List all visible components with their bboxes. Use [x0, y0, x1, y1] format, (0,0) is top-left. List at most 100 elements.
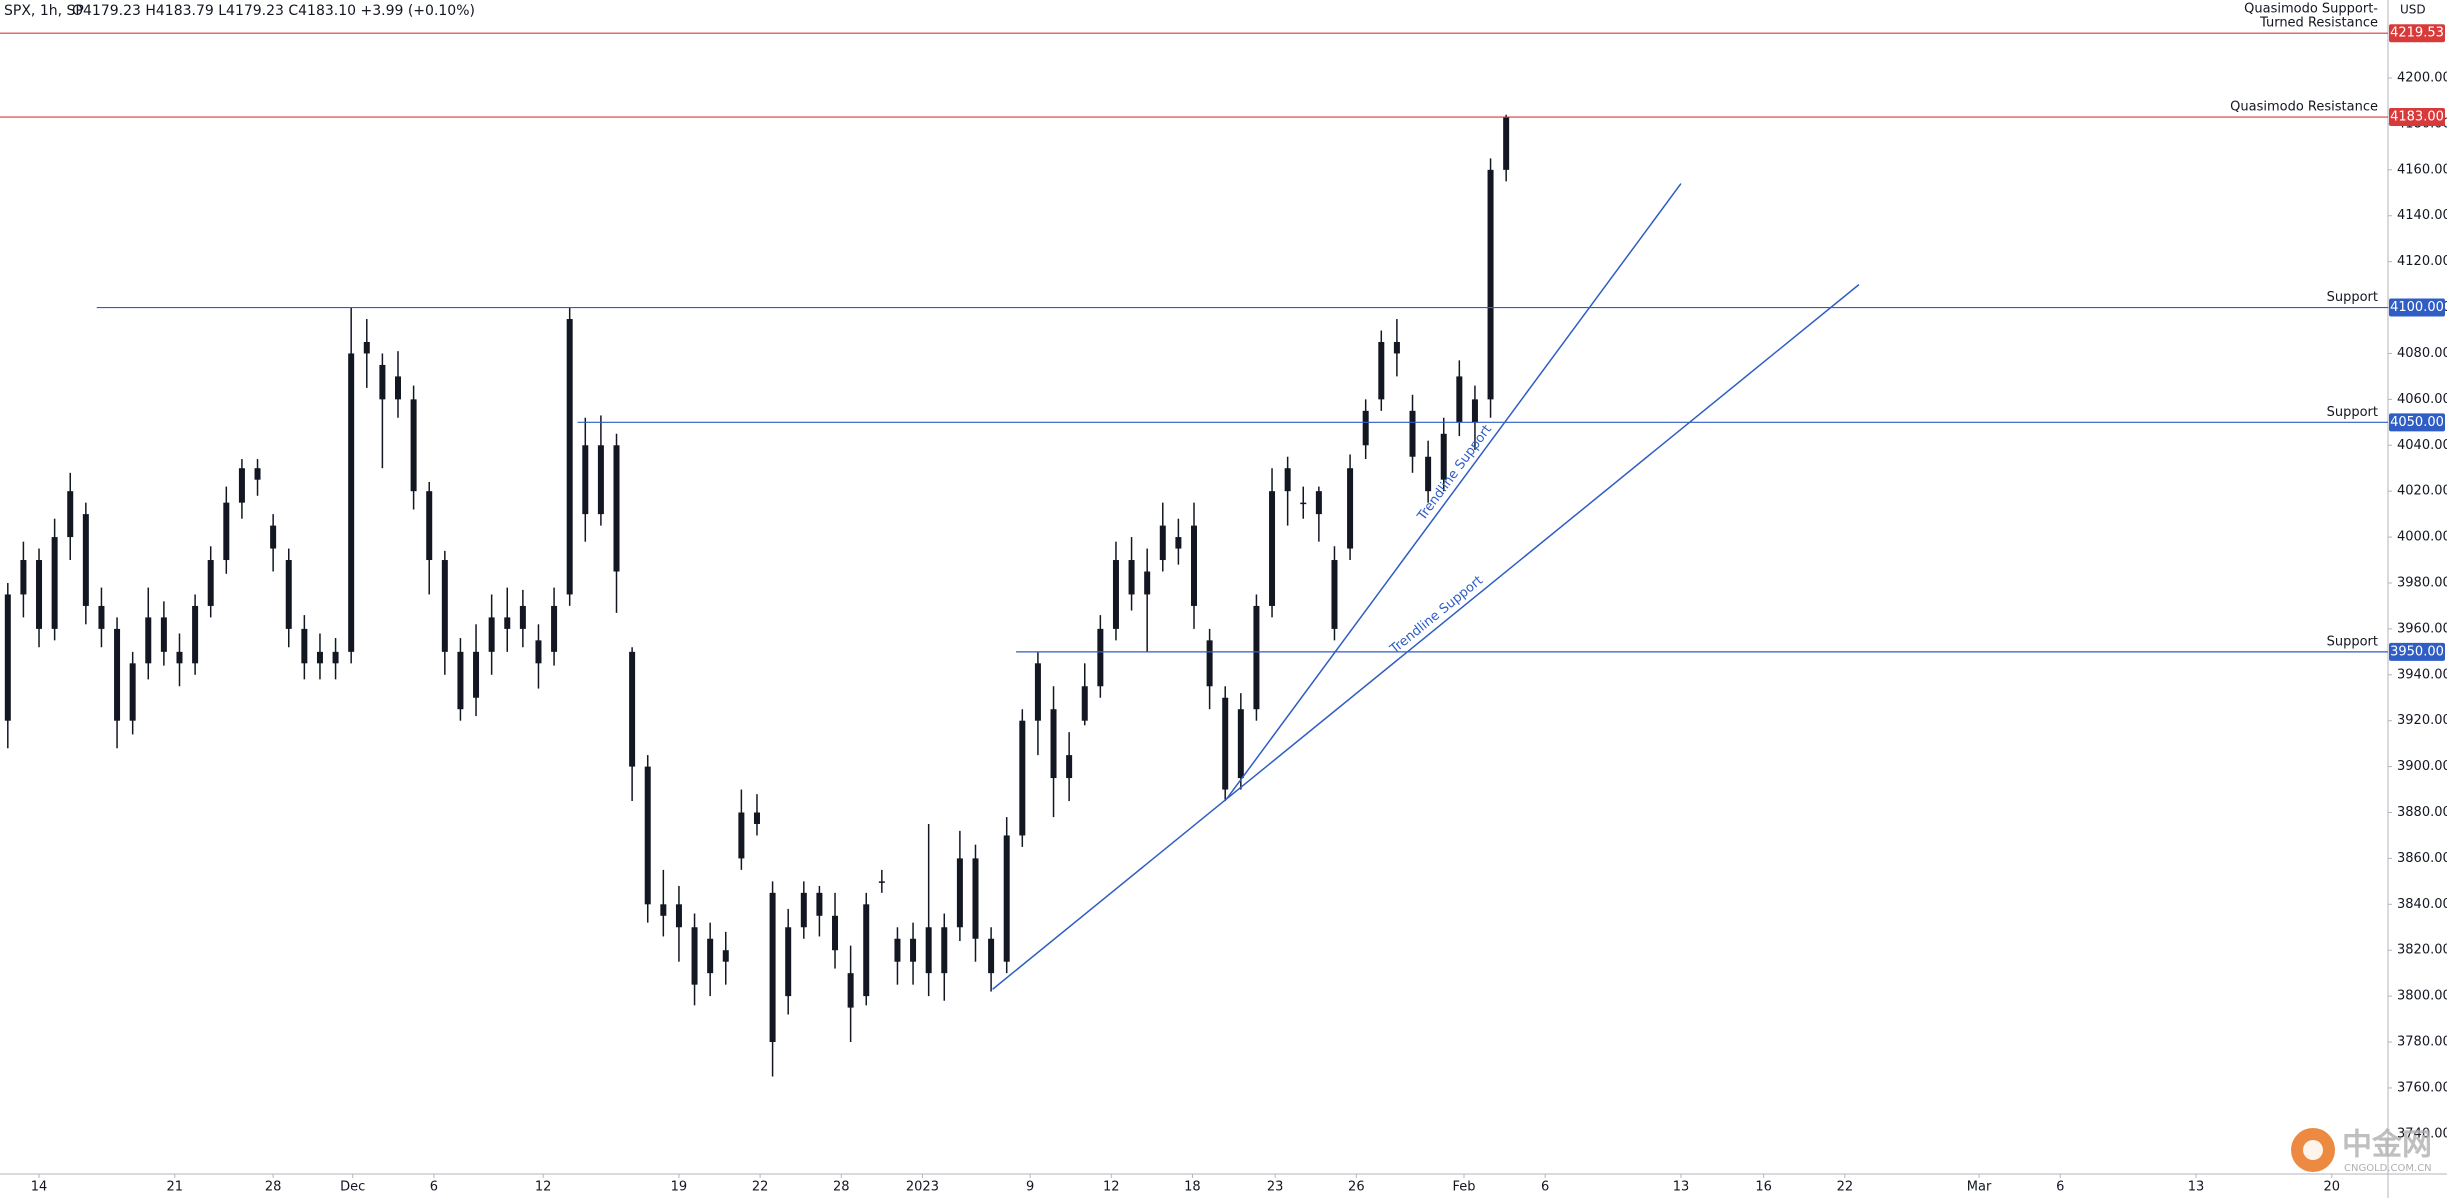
candle-body [1300, 502, 1307, 505]
candle-body [379, 364, 386, 400]
candle-body [98, 605, 105, 629]
candle-body [707, 938, 714, 974]
x-tick-label: 21 [167, 1180, 184, 1195]
x-tick-label: 12 [535, 1180, 552, 1195]
x-tick-label: 22 [1837, 1180, 1854, 1195]
candle-body [722, 950, 729, 962]
candle-body [582, 445, 589, 515]
candle-body [1393, 341, 1400, 354]
candle-body [753, 812, 760, 824]
candle-body [473, 651, 480, 698]
candle-body [488, 617, 495, 652]
candle-body [20, 560, 27, 595]
candle-body [1315, 491, 1322, 515]
y-tick-label: 3740.00 [2397, 1126, 2447, 1141]
candle-body [1378, 341, 1385, 400]
y-tick-label: 3780.00 [2397, 1035, 2447, 1050]
y-tick-label: 4160.00 [2397, 162, 2447, 177]
price-tag-label: 4183.00 [2390, 110, 2444, 125]
x-tick-label: Feb [1453, 1180, 1476, 1195]
candle-body [629, 651, 636, 767]
candle-body [1081, 686, 1088, 721]
price-tag [2389, 24, 2445, 43]
candle-body [1471, 399, 1478, 423]
candle-body [36, 560, 43, 629]
y-tick-label: 3920.00 [2397, 713, 2447, 728]
y-tick-label: 4060.00 [2397, 392, 2447, 407]
watermark-subtitle: CNGOLD.COM.CN [2344, 1163, 2432, 1174]
candle-body [785, 927, 792, 997]
level-text: Support [2327, 405, 2378, 420]
y-tick-label: 3840.00 [2397, 897, 2447, 912]
candle-body [395, 376, 401, 400]
candle-body [816, 892, 823, 916]
candle-body [644, 766, 651, 905]
candle-body [426, 491, 433, 561]
x-tick-label: Mar [1967, 1180, 1992, 1195]
x-tick-label: 28 [833, 1180, 850, 1195]
y-tick-label: 3880.00 [2397, 805, 2447, 820]
candle-body [1175, 537, 1182, 549]
level-text: Quasimodo Support- [2244, 2, 2378, 17]
currency: USD [2400, 3, 2426, 17]
candle-body [1503, 117, 1510, 170]
candle-body [1284, 468, 1291, 492]
candle-body [832, 915, 839, 951]
y-tick-label: 3860.00 [2397, 851, 2447, 866]
candle-body [82, 514, 89, 606]
candle-body [800, 892, 807, 928]
candle-body [1003, 835, 1010, 962]
candle-body [316, 651, 323, 664]
y-tick-label: 4120.00 [2397, 254, 2447, 269]
x-tick-label: 6 [430, 1180, 438, 1195]
candle-body [176, 651, 183, 664]
x-tick-label: 22 [752, 1180, 769, 1195]
candle-body [332, 651, 339, 664]
candle-body [129, 663, 136, 721]
x-tick-label: 23 [1267, 1180, 1284, 1195]
candle-body [1206, 640, 1213, 687]
y-tick-label: 4000.00 [2397, 530, 2447, 545]
candle-body [254, 468, 261, 480]
x-tick-label: 12 [1103, 1180, 1120, 1195]
y-tick-label: 3800.00 [2397, 989, 2447, 1004]
watermark-title: 中金网 [2342, 1128, 2432, 1163]
price-tag-label: 4100.00 [2390, 300, 2444, 315]
candle-body [956, 858, 963, 928]
candle-body [738, 812, 745, 859]
candle-body [1191, 525, 1197, 606]
x-tick-label: 18 [1184, 1180, 1201, 1195]
price-tag-label: 4050.00 [2390, 415, 2444, 430]
y-tick-label: 3960.00 [2397, 621, 2447, 636]
x-tick-label: 28 [265, 1180, 282, 1195]
x-tick-label: Dec [340, 1180, 365, 1195]
x-tick-label: 16 [1755, 1180, 1772, 1195]
x-tick-label: 13 [2188, 1180, 2205, 1195]
x-tick-label: 26 [1348, 1180, 1365, 1195]
level-text: Support [2327, 290, 2378, 305]
price-tag [2389, 298, 2445, 317]
y-tick-label: 3980.00 [2397, 575, 2447, 590]
candle-body [348, 353, 355, 652]
candle-body [1159, 525, 1166, 561]
candle-body [613, 445, 620, 572]
candle-body [1050, 709, 1057, 779]
candle-body [207, 560, 214, 606]
y-tick-label: 4140.00 [2397, 208, 2447, 223]
candle-body [878, 881, 885, 883]
level-text: Quasimodo Resistance [2230, 100, 2378, 115]
price-tag [2389, 108, 2445, 127]
candle-body [1425, 456, 1432, 492]
x-tick-label: 13 [1673, 1180, 1690, 1195]
y-tick-label: 3940.00 [2397, 667, 2447, 682]
y-tick-label: 3760.00 [2397, 1080, 2447, 1095]
candle-body [51, 537, 58, 629]
candle-body [925, 927, 932, 974]
candle-body [675, 904, 682, 928]
candle-body [1144, 571, 1151, 595]
trendline [992, 284, 1860, 990]
candle-body [1487, 169, 1494, 400]
candle-body [1034, 663, 1041, 721]
